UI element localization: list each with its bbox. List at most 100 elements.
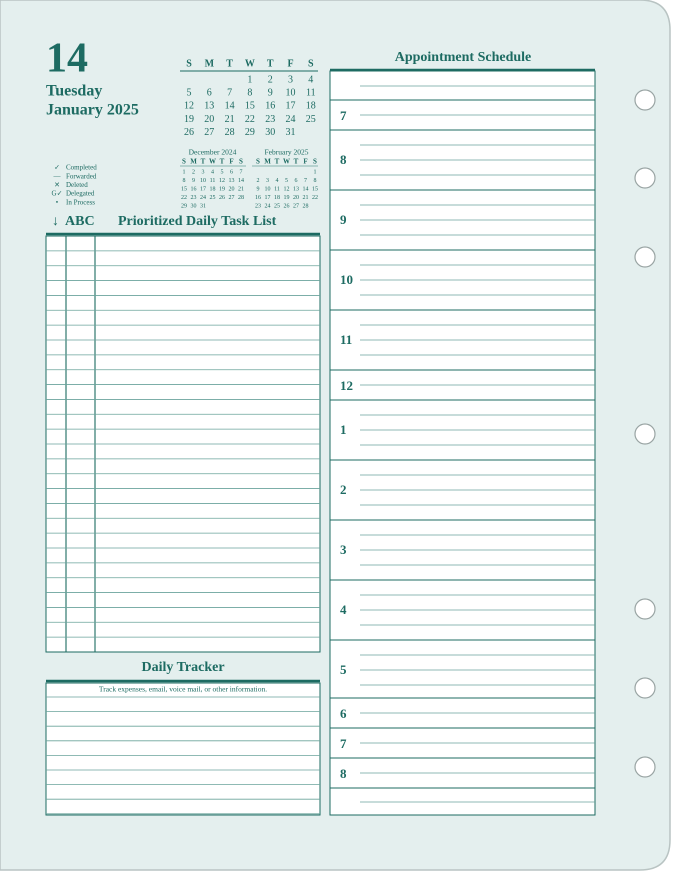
weekday-header: S [239,158,243,166]
calendar-day: 18 [306,101,316,112]
calendar-day: 14 [238,178,244,184]
calendar-day: 4 [276,178,279,184]
weekday-header: W [283,158,290,166]
calendar-day: 23 [191,195,197,201]
calendar-day: 6 [295,178,298,184]
calendar-day: 31 [200,203,206,209]
weekday-header: F [287,58,293,69]
calendar-day: 12 [219,178,225,184]
calendar-day: 11 [210,178,216,184]
calendar-day: 4 [308,74,313,85]
calendar-day: 26 [219,195,225,201]
calendar-day: 30 [191,203,197,209]
calendar-day: 13 [293,186,299,192]
calendar-day: 7 [227,87,232,98]
weekday-header: M [190,158,197,166]
calendar-day: 8 [314,178,317,184]
calendar-day: 9 [257,186,260,192]
calendar-day: 23 [255,203,261,209]
weekday-header: M [205,58,215,69]
calendar-day: 13 [204,101,214,112]
calendar-day: 19 [219,186,225,192]
calendar-day: 11 [274,186,280,192]
arrow: ↓ [52,214,59,229]
calendar-day: 21 [238,186,244,192]
calendar-day: 1 [183,169,186,175]
legend-symbol: • [56,198,59,206]
calendar-day: 22 [312,195,318,201]
calendar-day: 25 [306,114,316,125]
legend-label: Delegated [66,190,95,198]
calendar-day: 17 [286,101,296,112]
calendar-day: 28 [238,195,244,201]
calendar-day: 3 [288,74,293,85]
calendar-day: 25 [274,203,280,209]
weekday-header: T [294,158,299,166]
weekday-header: M [264,158,271,166]
calendar-day: 15 [181,186,187,192]
calendar-day: 26 [284,203,290,209]
calendar-day: 13 [229,178,235,184]
calendar-day: 7 [304,178,307,184]
calendar-day: 2 [268,74,273,85]
calendar-day: 19 [184,114,194,125]
weekday-header: T [267,58,274,69]
legend-symbol: ✕ [54,181,60,189]
calendar-day: 3 [202,169,205,175]
hour-label: 10 [340,272,353,287]
hour-label: 7 [340,108,347,123]
calendar-day: 10 [265,186,271,192]
hour-label: 8 [340,766,347,781]
legend-symbol: — [53,172,62,180]
calendar-day: 14 [303,186,309,192]
calendar-day: 15 [245,101,255,112]
calendar-day: 2 [257,178,260,184]
legend-label: Completed [66,164,97,172]
punch-holes [634,89,656,778]
hour-label: 3 [340,542,347,557]
calendar-day: 5 [221,169,224,175]
legend-label: Forwarded [66,172,97,180]
calendar-day: 16 [255,195,261,201]
small-calendar-title: December 2024 [189,148,237,157]
task-list-title: Prioritized Daily Task List [118,214,277,229]
calendar-day: 21 [225,114,235,125]
priority-label: ABC [65,214,95,229]
calendar-day: 12 [284,186,290,192]
weekday-header: W [245,58,255,69]
calendar-day: 17 [200,186,206,192]
tracker-title: Daily Tracker [141,660,224,675]
weekday: Tuesday [46,83,102,100]
weekday-header: S [256,158,260,166]
calendar-day: 1 [314,169,317,175]
calendar-day: 24 [200,195,206,201]
calendar-day: 10 [200,178,206,184]
calendar-day: 24 [286,114,296,125]
schedule-title: Appointment Schedule [395,50,532,65]
calendar-day: 12 [184,101,194,112]
hour-label: 11 [340,332,352,347]
calendar-day: 20 [229,186,235,192]
calendar-day: 17 [265,195,271,201]
calendar-day: 9 [268,87,273,98]
calendar-day: 26 [184,127,194,138]
small-calendar-title: February 2025 [265,148,309,157]
calendar-day: 19 [284,195,290,201]
calendar-day: 29 [245,127,255,138]
schedule-box [329,70,596,816]
hour-label: 6 [340,706,347,721]
hour-label: 4 [340,602,347,617]
calendar-day: 27 [204,127,214,138]
weekday-header: S [313,158,317,166]
legend-symbol: ✓ [54,164,60,172]
calendar-day: 28 [303,203,309,209]
weekday-header: T [201,158,206,166]
calendar-day: 31 [286,127,296,138]
calendar-day: 24 [265,203,271,209]
calendar-day: 22 [245,114,255,125]
calendar-day: 8 [183,178,186,184]
weekday-header: F [303,158,307,166]
hour-label: 2 [340,482,347,497]
legend-symbol: G✓ [52,190,63,198]
